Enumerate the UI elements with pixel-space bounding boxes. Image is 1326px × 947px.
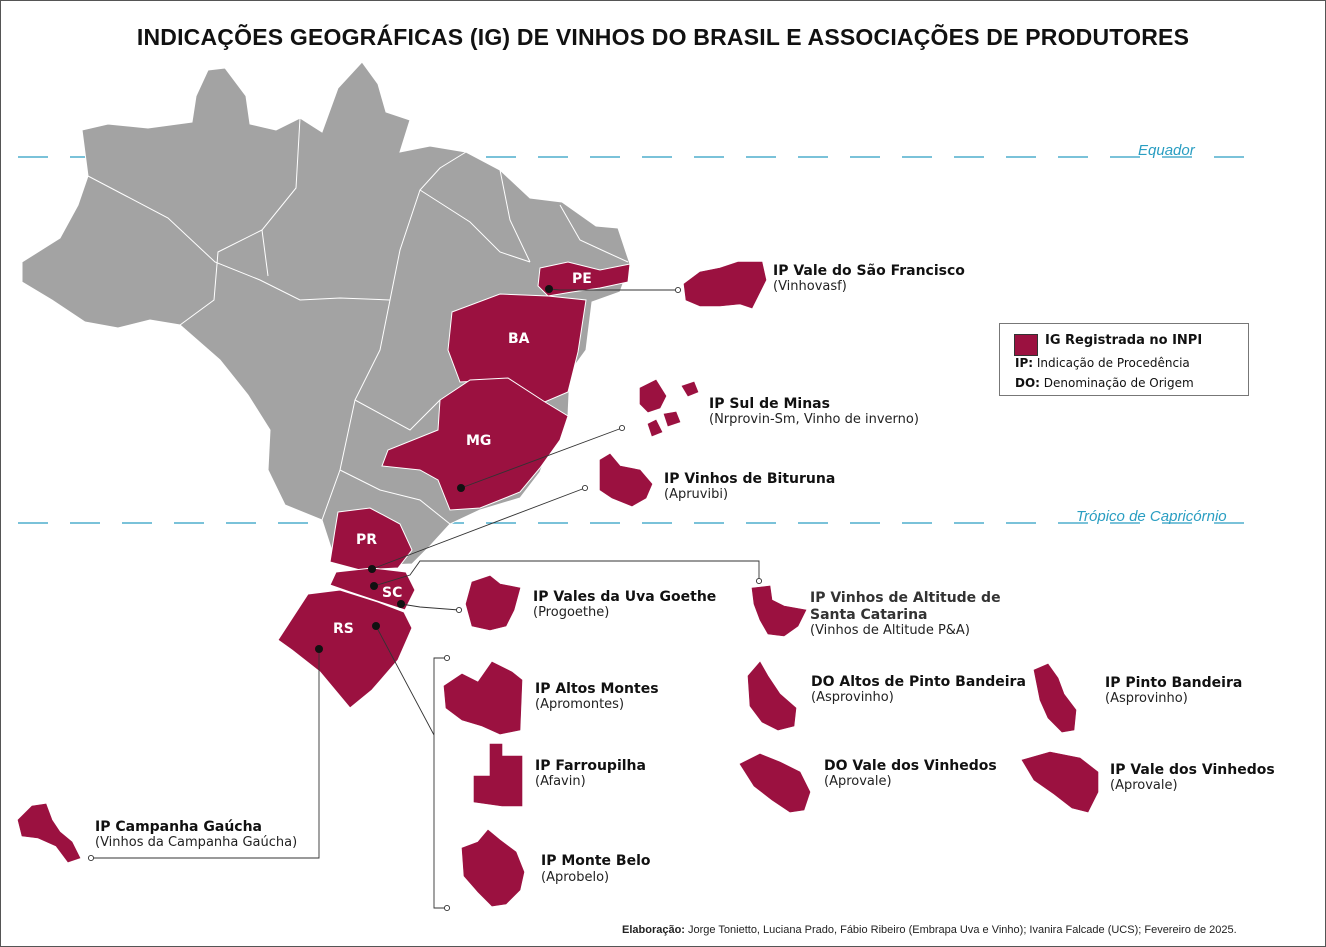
legend-do-text: Denominação de Origem bbox=[1043, 376, 1194, 390]
campanha-assoc: (Vinhos da Campanha Gaúcha) bbox=[95, 835, 297, 850]
farroupilha-name: IP Farroupilha bbox=[535, 758, 646, 774]
region-shape-sao-francisco bbox=[683, 261, 767, 309]
state-ba bbox=[447, 293, 587, 405]
region-shape-campanha bbox=[17, 803, 81, 863]
ip-vinhedos-assoc: (Aprovale) bbox=[1110, 778, 1178, 793]
credits: Elaboração: Jorge Tonietto, Luciana Prad… bbox=[622, 924, 1237, 936]
altos-montes-name: IP Altos Montes bbox=[535, 681, 659, 697]
campanha-name: IP Campanha Gaúcha bbox=[95, 819, 262, 835]
map-title: INDICAÇÕES GEOGRÁFICAS (IG) DE VINHOS DO… bbox=[136, 24, 1190, 50]
credits-label: Elaboração: bbox=[622, 924, 685, 936]
goethe-name: IP Vales da Uva Goethe bbox=[533, 589, 716, 605]
altitude-name-line1: IP Vinhos de Altitude de bbox=[810, 590, 1001, 606]
leader-lines bbox=[91, 288, 760, 909]
do-vinhedos-name: DO Vale dos Vinhedos bbox=[824, 758, 997, 774]
state-pe bbox=[537, 261, 631, 297]
do-pinto-name: DO Altos de Pinto Bandeira bbox=[811, 674, 1026, 690]
state-label-ba: BA bbox=[508, 331, 530, 347]
ip-pinto-assoc: (Asprovinho) bbox=[1105, 691, 1188, 706]
leader-points bbox=[315, 285, 553, 653]
legend-swatch bbox=[1014, 334, 1038, 356]
credits-text: Jorge Tonietto, Luciana Prado, Fábio Rib… bbox=[688, 924, 1237, 936]
region-shape-monte-belo bbox=[461, 829, 525, 907]
state-label-mg: MG bbox=[466, 433, 491, 449]
farroupilha-assoc: (Afavin) bbox=[535, 774, 586, 789]
region-shape-altos-montes bbox=[443, 661, 523, 735]
ip-pinto-name: IP Pinto Bandeira bbox=[1105, 675, 1242, 691]
legend-registered: IG Registrada no INPI bbox=[1045, 333, 1203, 348]
state-label-sc: SC bbox=[382, 585, 402, 601]
legend-ip-text: Indicação de Procedência bbox=[1036, 356, 1190, 370]
region-shape-ip-vinhedos bbox=[1021, 751, 1099, 813]
altitude-name-line2: Santa Catarina bbox=[810, 607, 928, 623]
altos-montes-assoc: (Apromontes) bbox=[535, 697, 624, 712]
state-label-pe: PE bbox=[572, 271, 592, 287]
monte-belo-assoc: (Aprobelo) bbox=[541, 870, 609, 885]
state-borders bbox=[87, 117, 629, 525]
do-pinto-assoc: (Asprovinho) bbox=[811, 690, 894, 705]
sul-minas-assoc: (Nrprovin-Sm, Vinho de inverno) bbox=[709, 412, 919, 427]
state-rs bbox=[277, 589, 413, 709]
ip-vinhedos-name: IP Vale dos Vinhedos bbox=[1110, 762, 1275, 778]
region-shape-sul-minas bbox=[639, 379, 699, 437]
state-label-rs: RS bbox=[333, 621, 354, 637]
tropic-label: Trópico de Capricórnio bbox=[1076, 508, 1227, 525]
bituruna-assoc: (Apruvibi) bbox=[664, 487, 728, 502]
legend-do: DO: Denominação de Origem bbox=[1015, 376, 1194, 390]
region-shape-bituruna bbox=[599, 453, 653, 507]
region-shape-ip-pinto bbox=[1033, 663, 1077, 733]
sao-francisco-assoc: (Vinhovasf) bbox=[773, 279, 847, 294]
do-vinhedos-assoc: (Aprovale) bbox=[824, 774, 892, 789]
region-shape-altitude bbox=[751, 585, 807, 637]
legend-ip-abbr: IP: bbox=[1015, 356, 1034, 370]
altitude-assoc: (Vinhos de Altitude P&A) bbox=[810, 623, 970, 638]
sao-francisco-name: IP Vale do São Francisco bbox=[773, 263, 965, 279]
state-mg bbox=[381, 377, 569, 511]
ig-states bbox=[277, 261, 631, 709]
region-shape-farroupilha bbox=[473, 743, 523, 807]
leader-endpoints bbox=[87, 286, 763, 912]
state-pr bbox=[329, 507, 413, 571]
monte-belo-name: IP Monte Belo bbox=[541, 853, 651, 869]
region-shape-do-pinto bbox=[747, 661, 797, 731]
equator-label: Equador bbox=[1138, 142, 1196, 159]
region-shape-do-vinhedos bbox=[739, 753, 811, 813]
legend-do-abbr: DO: bbox=[1015, 376, 1040, 390]
sul-minas-name: IP Sul de Minas bbox=[709, 396, 830, 412]
region-shape-goethe bbox=[465, 575, 521, 631]
legend-ip: IP: Indicação de Procedência bbox=[1015, 356, 1190, 370]
state-label-pr: PR bbox=[356, 532, 377, 548]
map-legend: IG Registrada no INPI IP: Indicação de P… bbox=[999, 323, 1249, 396]
bituruna-name: IP Vinhos de Bituruna bbox=[664, 471, 835, 487]
goethe-assoc: (Progoethe) bbox=[533, 605, 609, 620]
